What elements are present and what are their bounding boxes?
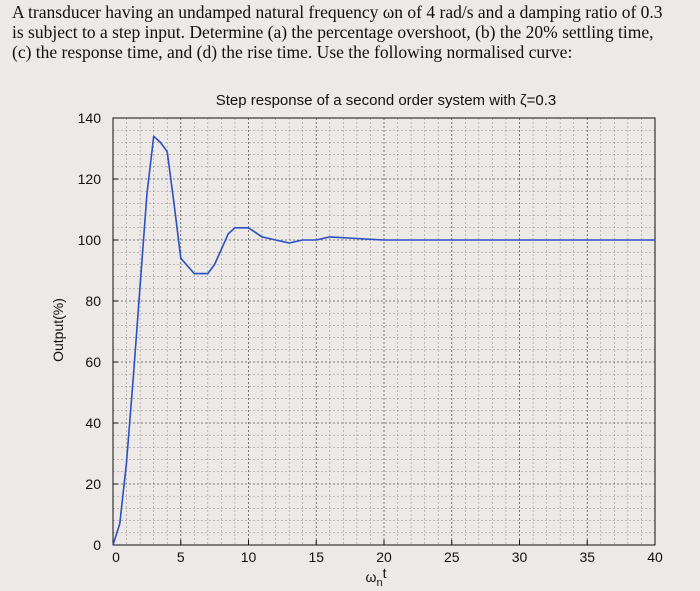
chart-title: Step response of a second order system w…: [216, 92, 557, 109]
x-tick-label: 10: [241, 549, 257, 565]
x-tick-label: 0: [112, 549, 120, 565]
x-axis-label: ωnt: [366, 565, 387, 589]
chart-grid: [113, 118, 655, 545]
y-tick-label: 120: [78, 171, 102, 187]
question-line-1: A transducer having an undamped natural …: [12, 2, 663, 22]
x-tick-label: 35: [579, 549, 595, 565]
question-line-2: is subject to a step input. Determine (a…: [12, 22, 654, 42]
chart-ticks: 0 5 10 15 20 25 30 35 40 0 20 40 60 80 100 120 140: [78, 110, 663, 565]
x-tick-label: 40: [647, 549, 663, 565]
y-tick-label: 140: [78, 110, 102, 126]
y-tick-label: 100: [78, 232, 102, 248]
question-line-3: (c) the response time, and (d) the rise …: [12, 42, 573, 62]
y-tick-label: 20: [85, 476, 101, 492]
y-tick-label: 0: [93, 537, 101, 553]
y-axis-label: Output(%): [50, 298, 66, 362]
y-tick-label: 80: [85, 293, 101, 309]
x-tick-label: 30: [512, 549, 528, 565]
step-response-line: [112, 135, 655, 546]
x-tick-label: 5: [177, 549, 185, 565]
x-tick-label: 20: [376, 549, 392, 565]
y-tick-label: 40: [85, 415, 101, 431]
plot-frame: [112, 117, 656, 546]
y-tick-label: 60: [85, 354, 101, 370]
question-text: A transducer having an undamped natural …: [12, 2, 692, 62]
x-tick-label: 25: [444, 549, 460, 565]
x-tick-label: 15: [308, 549, 324, 565]
